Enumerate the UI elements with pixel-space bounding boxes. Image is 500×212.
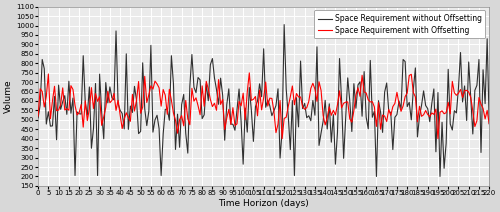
Space Requirement without Offsetting [84,114,90,116]
Space Requirement without Offsetting [281,23,287,26]
Y-axis label: Volume: Volume [4,80,13,113]
Space Requirement without Offsetting [330,113,336,116]
Space Requirement with Offsetting [182,99,188,102]
Legend: Space Requirement without Offsetting, Space Requirement with Offsetting: Space Requirement without Offsetting, Sp… [314,10,486,38]
Space Requirement without Offsetting [296,126,302,128]
Space Requirement with Offsetting [279,137,285,140]
Space Requirement without Offsetting [182,132,188,135]
Space Requirement with Offsetting [35,115,41,117]
Space Requirement without Offsetting [258,95,264,98]
Space Requirement without Offsetting [35,117,41,119]
Line: Space Requirement with Offsetting: Space Requirement with Offsetting [38,73,489,139]
Space Requirement without Offsetting [164,108,170,110]
Space Requirement with Offsetting [332,114,338,116]
X-axis label: Time Horizon (days): Time Horizon (days) [218,199,309,208]
Space Requirement with Offsetting [164,113,170,116]
Space Requirement with Offsetting [84,119,90,122]
Space Requirement with Offsetting [298,96,304,98]
Space Requirement with Offsetting [246,72,252,74]
Space Requirement without Offsetting [374,175,380,178]
Space Requirement without Offsetting [486,123,492,125]
Space Requirement with Offsetting [486,122,492,125]
Space Requirement with Offsetting [260,96,266,99]
Line: Space Requirement without Offsetting: Space Requirement without Offsetting [38,25,489,176]
